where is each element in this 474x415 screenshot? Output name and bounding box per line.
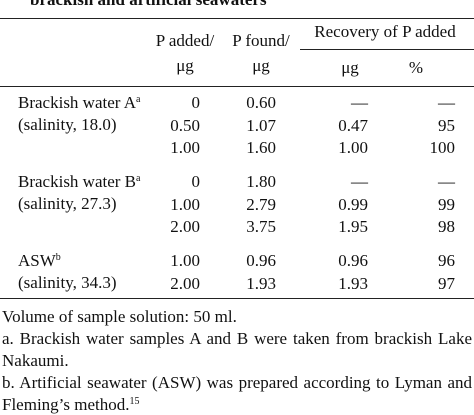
bottom-rule: [0, 298, 474, 299]
cell: 99: [438, 194, 455, 214]
row-label-text: Brackish water B: [18, 172, 137, 191]
cell: 1.60: [246, 138, 276, 157]
footnote-mark: b: [55, 252, 61, 263]
cell: 1.95: [338, 217, 368, 236]
header-rule: [300, 49, 474, 50]
cell: 1.00: [338, 138, 368, 157]
cell: 0.96: [338, 251, 368, 270]
row-sublabel: (salinity, 27.3): [18, 194, 117, 213]
header: μg: [176, 56, 194, 75]
header: P added/: [155, 31, 215, 50]
header: μg: [341, 58, 359, 77]
footnote-mark: a: [136, 173, 141, 184]
header: Recovery of P added: [314, 22, 456, 41]
cell: —: [438, 93, 455, 112]
row-label-text: ASW: [18, 251, 56, 270]
cell: 2.79: [246, 194, 276, 214]
cell: 3.75: [246, 217, 276, 236]
footnote-text: a. Brackish water samples A and B were t…: [2, 329, 472, 370]
footnote: a. Brackish water samples A and B were t…: [2, 328, 472, 372]
caption: brackish and artificial seawaters: [30, 0, 267, 10]
cell: 97: [438, 273, 455, 293]
cell: 0: [191, 93, 201, 112]
cell: 0.96: [246, 251, 276, 270]
cell: —: [351, 172, 368, 191]
cell: 1.00: [170, 251, 200, 270]
header-bottom-rule: [0, 86, 474, 87]
footnote-mark: a: [136, 94, 141, 105]
cell: 95: [438, 115, 455, 135]
cell: 98: [438, 217, 455, 236]
cell: 1.80: [246, 172, 276, 191]
cell: 1.07: [246, 115, 276, 135]
cell: —: [438, 172, 455, 191]
row-sublabel: (salinity, 34.3): [18, 273, 117, 292]
footnote: Volume of sample solution: 50 ml.: [2, 306, 472, 328]
row-label: Brackish water Ba: [18, 172, 140, 192]
cell: 96: [438, 251, 455, 270]
cell: 2.00: [170, 217, 200, 236]
footnote: b. Artificial seawater (ASW) was prepare…: [2, 372, 472, 415]
row-label: Brackish water Aa: [18, 93, 140, 113]
reference: 15: [129, 396, 140, 407]
cell: 1.00: [170, 138, 200, 157]
cell: 0: [191, 172, 201, 191]
row-label: ASWb: [18, 251, 61, 271]
cell: —: [351, 93, 368, 112]
header: P found/: [232, 31, 290, 50]
footnote-text: b. Artificial seawater (ASW) was prepare…: [2, 373, 472, 414]
top-rule: [0, 18, 474, 19]
cell: 0.47: [338, 115, 368, 135]
header: μg: [252, 56, 270, 75]
cell: 0.50: [170, 115, 200, 135]
row-label-text: Brackish water A: [18, 93, 137, 112]
cell: 100: [429, 138, 456, 157]
footnote-text: Volume of sample solution: 50 ml.: [2, 307, 237, 326]
cell: 0.99: [338, 194, 368, 214]
cell: 1.93: [246, 273, 276, 293]
cell: 1.93: [338, 273, 368, 293]
header: %: [408, 58, 424, 77]
cell: 2.00: [170, 273, 200, 293]
cell: 0.60: [246, 93, 276, 112]
cell: 1.00: [170, 194, 200, 214]
row-sublabel: (salinity, 18.0): [18, 115, 117, 134]
